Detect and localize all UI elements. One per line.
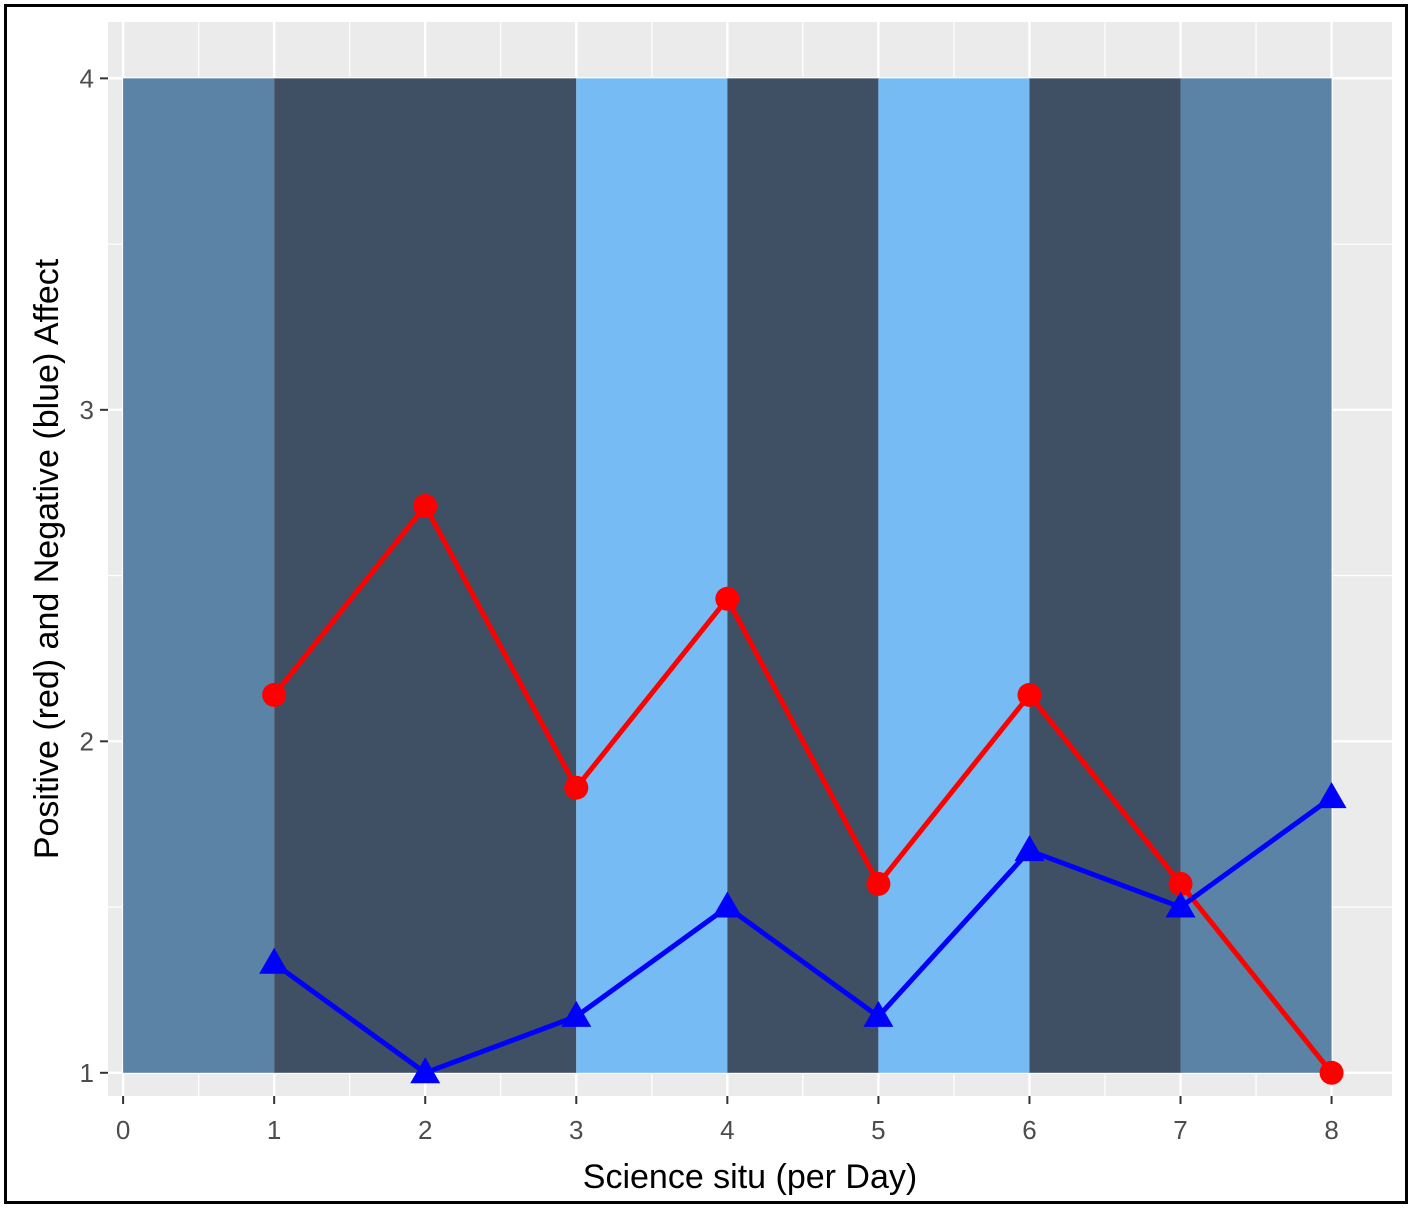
background-band [1029,78,1181,1073]
data-point-triangle [1165,891,1196,918]
background-bands [123,78,1332,1073]
data-point-triangle [1316,782,1347,809]
background-band [576,78,728,1073]
data-point-triangle [259,947,290,974]
series-line-1 [272,795,1334,1076]
x-tick-label: 7 [1173,1115,1187,1145]
y-tick-label: 4 [80,63,94,93]
x-tick-label: 0 [116,1115,130,1145]
y-axis-title: Positive (red) and Negative (blue) Affec… [28,258,66,859]
data-point-circle [262,682,287,707]
background-band [1180,78,1332,1073]
data-point-circle [564,775,589,800]
data-point-triangle [1014,835,1045,862]
x-tick-label: 4 [720,1115,734,1145]
data-point-triangle [410,1057,441,1084]
x-tick-label: 1 [267,1115,281,1145]
x-tick-label: 8 [1324,1115,1338,1145]
y-tick-label: 1 [80,1058,94,1088]
x-tick-label: 2 [418,1115,432,1145]
y-axis: 1 2 3 4 [80,63,108,1088]
x-tick-label: 5 [871,1115,885,1145]
y-tick-label: 3 [80,395,94,425]
data-point-circle [1168,871,1193,896]
series-lines [272,503,1334,1076]
background-band [727,78,879,1073]
x-axis: 0 1 2 3 4 5 6 7 8 [116,1096,1339,1145]
x-tick-label: 6 [1022,1115,1036,1145]
data-point-triangle [863,1000,894,1027]
y-tick-label: 2 [80,726,94,756]
background-band [878,78,1030,1073]
data-point-triangle [712,891,743,918]
x-axis-title: Science situ (per Day) [583,1158,917,1196]
data-point-circle [715,586,740,611]
background-band [123,78,275,1073]
data-point-triangle [561,1000,592,1027]
data-point-circle [413,493,438,518]
series-line-0 [272,503,1334,1075]
data-point-circle [866,871,891,896]
data-point-circle [1319,1060,1344,1085]
background-band [274,78,577,1073]
x-tick-label: 3 [569,1115,583,1145]
series-markers [259,493,1347,1085]
data-point-circle [1017,682,1042,707]
